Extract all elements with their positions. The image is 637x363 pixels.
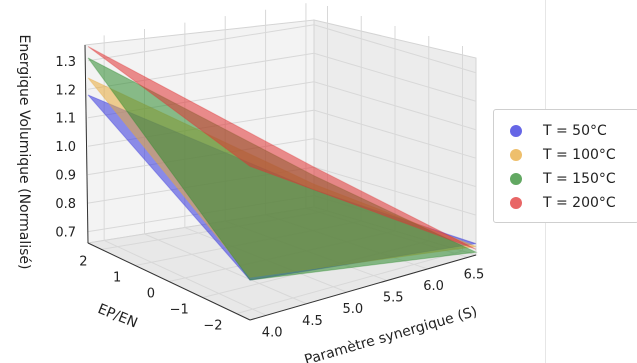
z-axis-label: Energique Volumique (Normalisé) <box>16 35 32 270</box>
tick-labels: 0.7 0.8 0.9 1.0 1.1 1.2 1.3 2 1 0 −1 −2 4.0 4.5 5.0 5.5… <box>55 55 484 341</box>
legend-marker-150c <box>510 173 522 185</box>
legend-item-100c: T = 100°C <box>510 144 616 166</box>
y-tick-label: −2 <box>203 319 222 334</box>
x-tick-label: 5.0 <box>343 302 364 317</box>
y-tick-label: 1 <box>113 270 121 285</box>
z-tick-label: 1.0 <box>55 140 76 155</box>
z-tick-label: 0.7 <box>55 226 76 241</box>
y-tick-label: 2 <box>79 254 87 269</box>
z-tick-label: 0.9 <box>55 169 76 184</box>
legend-label-50c: T = 50°C <box>543 123 607 139</box>
legend-marker-200c <box>510 197 522 209</box>
z-tick-label: 0.8 <box>55 197 76 212</box>
x-axis-label: Paramètre synergique (S) <box>303 304 479 363</box>
y-axis-label: EP/EN <box>95 301 139 331</box>
grid-line-z <box>87 52 477 102</box>
z-tick-label: 1.1 <box>55 112 76 127</box>
z-axis-line <box>84 44 89 244</box>
legend-marker-100c <box>510 149 522 161</box>
legend-label-150c: T = 150°C <box>543 171 616 187</box>
legend-marker-50c <box>510 125 522 137</box>
legend-item-150c: T = 150°C <box>510 168 616 190</box>
x-tick-label: 6.5 <box>464 267 485 282</box>
legend-item-50c: T = 50°C <box>510 120 607 142</box>
surface-4 <box>87 46 477 250</box>
x-tick-label: 4.0 <box>262 325 283 340</box>
x-tick-label: 5.5 <box>383 291 404 306</box>
x-tick-label: 4.5 <box>302 314 323 329</box>
x-tick-label: 6.0 <box>423 279 444 294</box>
y-tick-label: 0 <box>147 287 155 302</box>
z-tick-label: 1.3 <box>55 55 76 70</box>
legend-item-200c: T = 200°C <box>510 192 616 214</box>
legend: T = 50°C T = 100°C T = 150°C T = 200°C <box>493 109 637 223</box>
legend-label-200c: T = 200°C <box>543 195 616 211</box>
surfaces <box>87 46 478 281</box>
axis-lines <box>84 44 477 321</box>
y-axis-line <box>87 242 251 321</box>
grid-line-z <box>87 24 477 74</box>
x-axis-line <box>249 254 477 321</box>
y-tick-label: −1 <box>170 303 189 318</box>
z-tick-label: 1.2 <box>55 83 76 98</box>
legend-label-100c: T = 100°C <box>543 147 616 163</box>
